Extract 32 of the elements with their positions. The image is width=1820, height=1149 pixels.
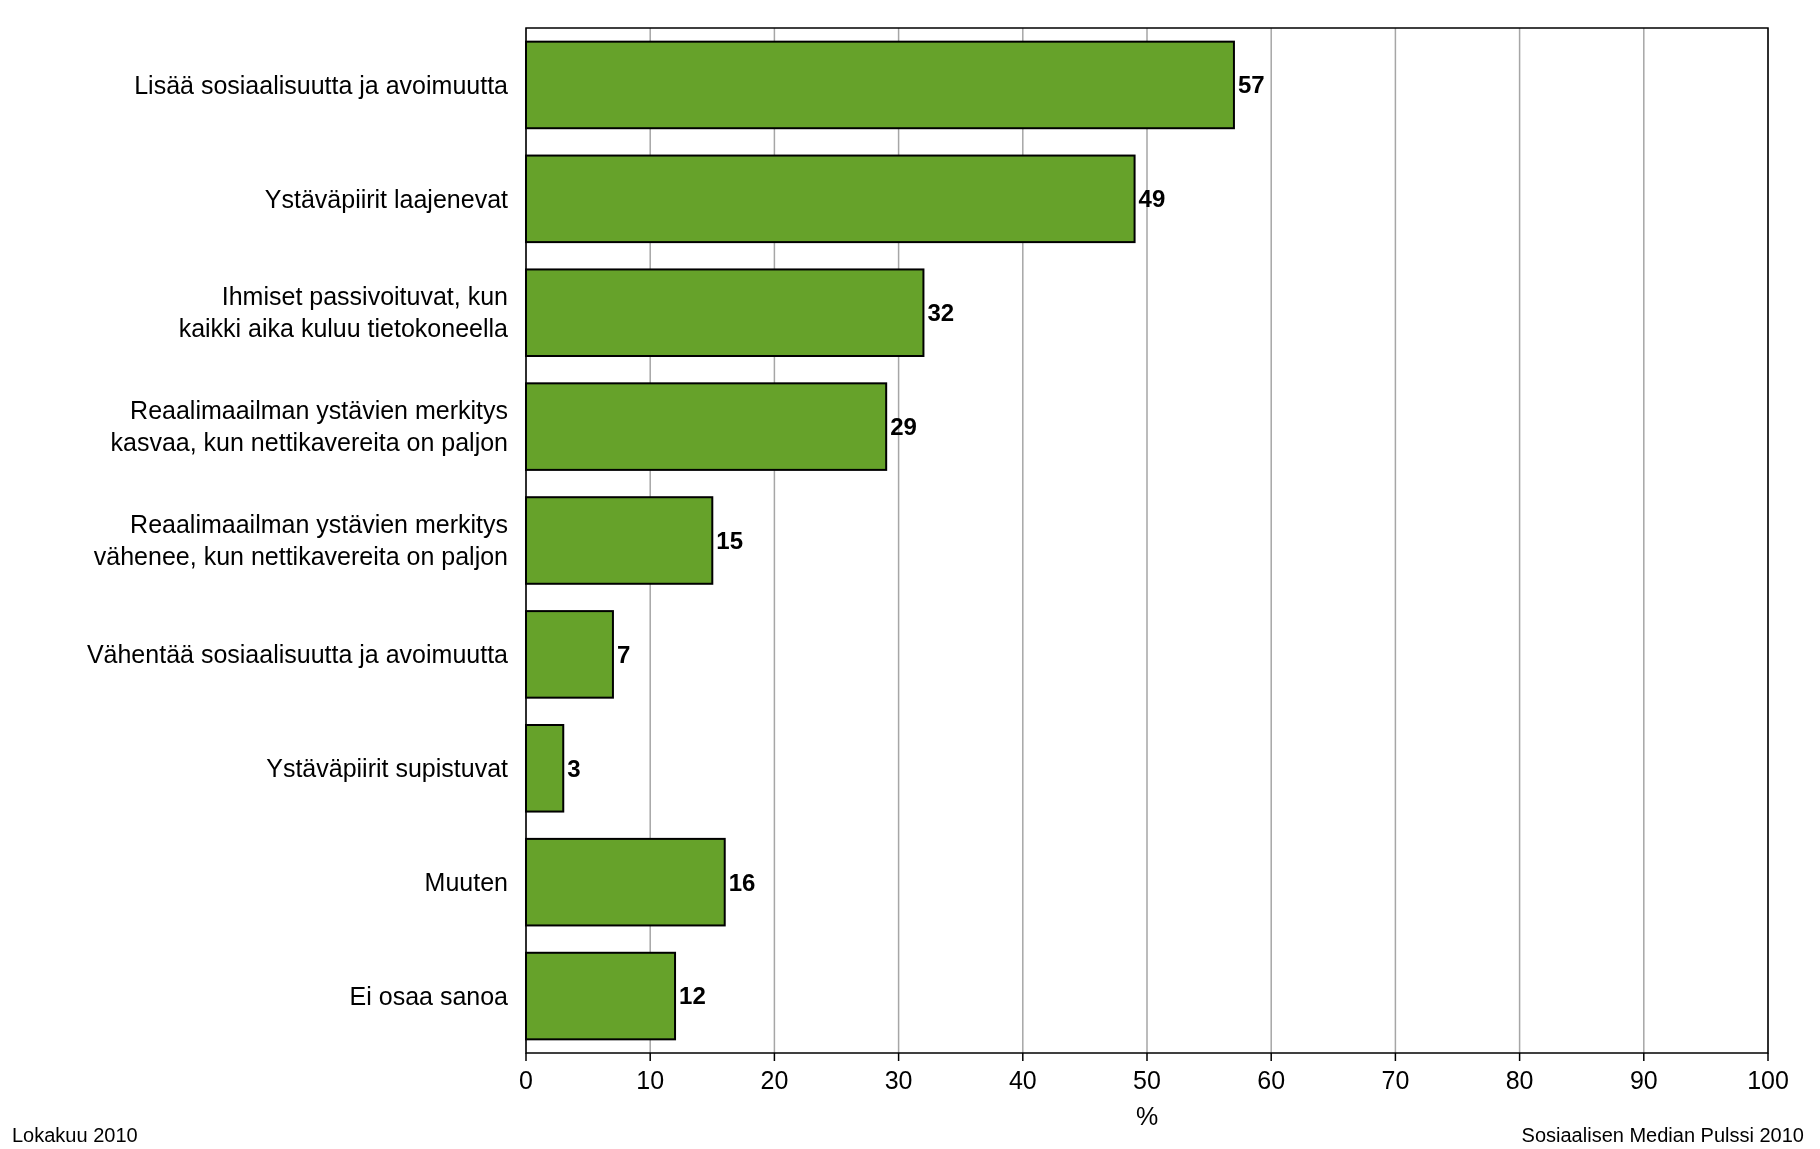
data-label: 49	[1138, 185, 1166, 213]
y-tick-label: Vähentää sosiaalisuutta ja avoimuutta	[86, 640, 509, 669]
data-label: 3	[567, 754, 581, 782]
x-tick-label: 100	[1747, 1066, 1789, 1094]
data-label: 15	[716, 526, 743, 554]
y-tick-label: Reaalimaailman ystävien merkitys kasvaa, kun nettikavereita on paljon	[110, 396, 508, 457]
y-tick-label: Muuten	[424, 867, 508, 896]
x-tick-label: 20	[760, 1066, 789, 1094]
data-label: 29	[890, 413, 917, 441]
x-tick-label: 60	[1257, 1066, 1286, 1094]
text: Sosiaalisen Median Pulssi 2010	[1521, 1124, 1804, 1146]
x-tick-label: 90	[1629, 1066, 1658, 1094]
data-label: 16	[728, 868, 756, 896]
y-tick-label: Reaalimaailman ystävien merkitys vähenee, kun nettikavereita on paljon	[93, 510, 508, 571]
x-tick-label: 70	[1381, 1066, 1410, 1094]
data-label: 57	[1237, 71, 1265, 99]
y-tick-label: Ystäväpiirit supistuvat	[266, 754, 509, 783]
x-tick-label: 40	[1008, 1066, 1037, 1094]
x-tick-label: 30	[884, 1066, 913, 1094]
x-tick-label: 10	[636, 1066, 665, 1094]
text: Lokakuu 2010	[12, 1124, 138, 1146]
y-tick-label: Ystäväpiirit laajenevat	[264, 184, 509, 213]
x-axis-title: %	[1135, 1102, 1159, 1130]
y-tick-label: Ihmiset passivoituvat, kun kaikki aika kuluu tietokoneella	[178, 282, 509, 343]
y-tick-label: Ei osaa sanoa	[349, 981, 509, 1010]
x-tick-label: 0	[519, 1066, 533, 1094]
data-label: 32	[927, 299, 955, 327]
data-label: 7	[616, 640, 631, 668]
data-label: 12	[679, 982, 706, 1010]
y-tick-label: Lisää sosiaalisuutta ja avoimuutta	[134, 70, 509, 99]
x-tick-label: 50	[1133, 1066, 1161, 1094]
x-tick-label: 80	[1505, 1066, 1534, 1094]
